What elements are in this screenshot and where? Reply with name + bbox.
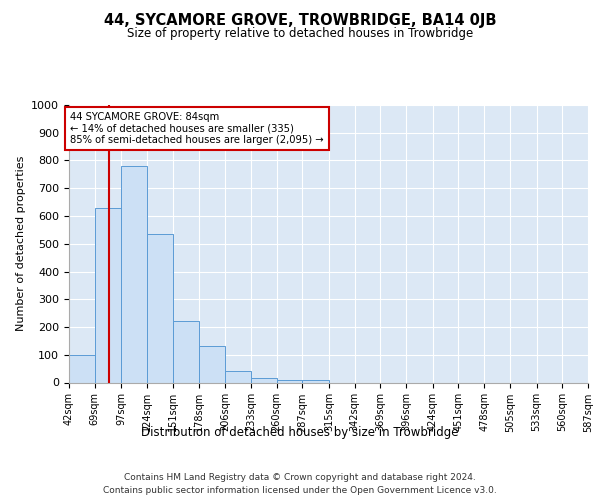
Text: Distribution of detached houses by size in Trowbridge: Distribution of detached houses by size … bbox=[141, 426, 459, 439]
Text: Contains HM Land Registry data © Crown copyright and database right 2024.: Contains HM Land Registry data © Crown c… bbox=[124, 472, 476, 482]
Bar bbox=[173, 322, 199, 382]
Bar bbox=[225, 371, 251, 382]
Bar bbox=[95, 208, 121, 382]
Bar bbox=[147, 234, 173, 382]
Y-axis label: Number of detached properties: Number of detached properties bbox=[16, 156, 26, 332]
Text: Contains public sector information licensed under the Open Government Licence v3: Contains public sector information licen… bbox=[103, 486, 497, 495]
Text: 44, SYCAMORE GROVE, TROWBRIDGE, BA14 0JB: 44, SYCAMORE GROVE, TROWBRIDGE, BA14 0JB bbox=[104, 12, 496, 28]
Bar bbox=[277, 380, 302, 382]
Text: 44 SYCAMORE GROVE: 84sqm
← 14% of detached houses are smaller (335)
85% of semi-: 44 SYCAMORE GROVE: 84sqm ← 14% of detach… bbox=[70, 112, 323, 145]
Bar bbox=[302, 380, 329, 382]
Bar bbox=[199, 346, 225, 382]
Bar bbox=[251, 378, 277, 382]
Text: Size of property relative to detached houses in Trowbridge: Size of property relative to detached ho… bbox=[127, 28, 473, 40]
Bar bbox=[69, 355, 95, 382]
Bar bbox=[121, 166, 147, 382]
